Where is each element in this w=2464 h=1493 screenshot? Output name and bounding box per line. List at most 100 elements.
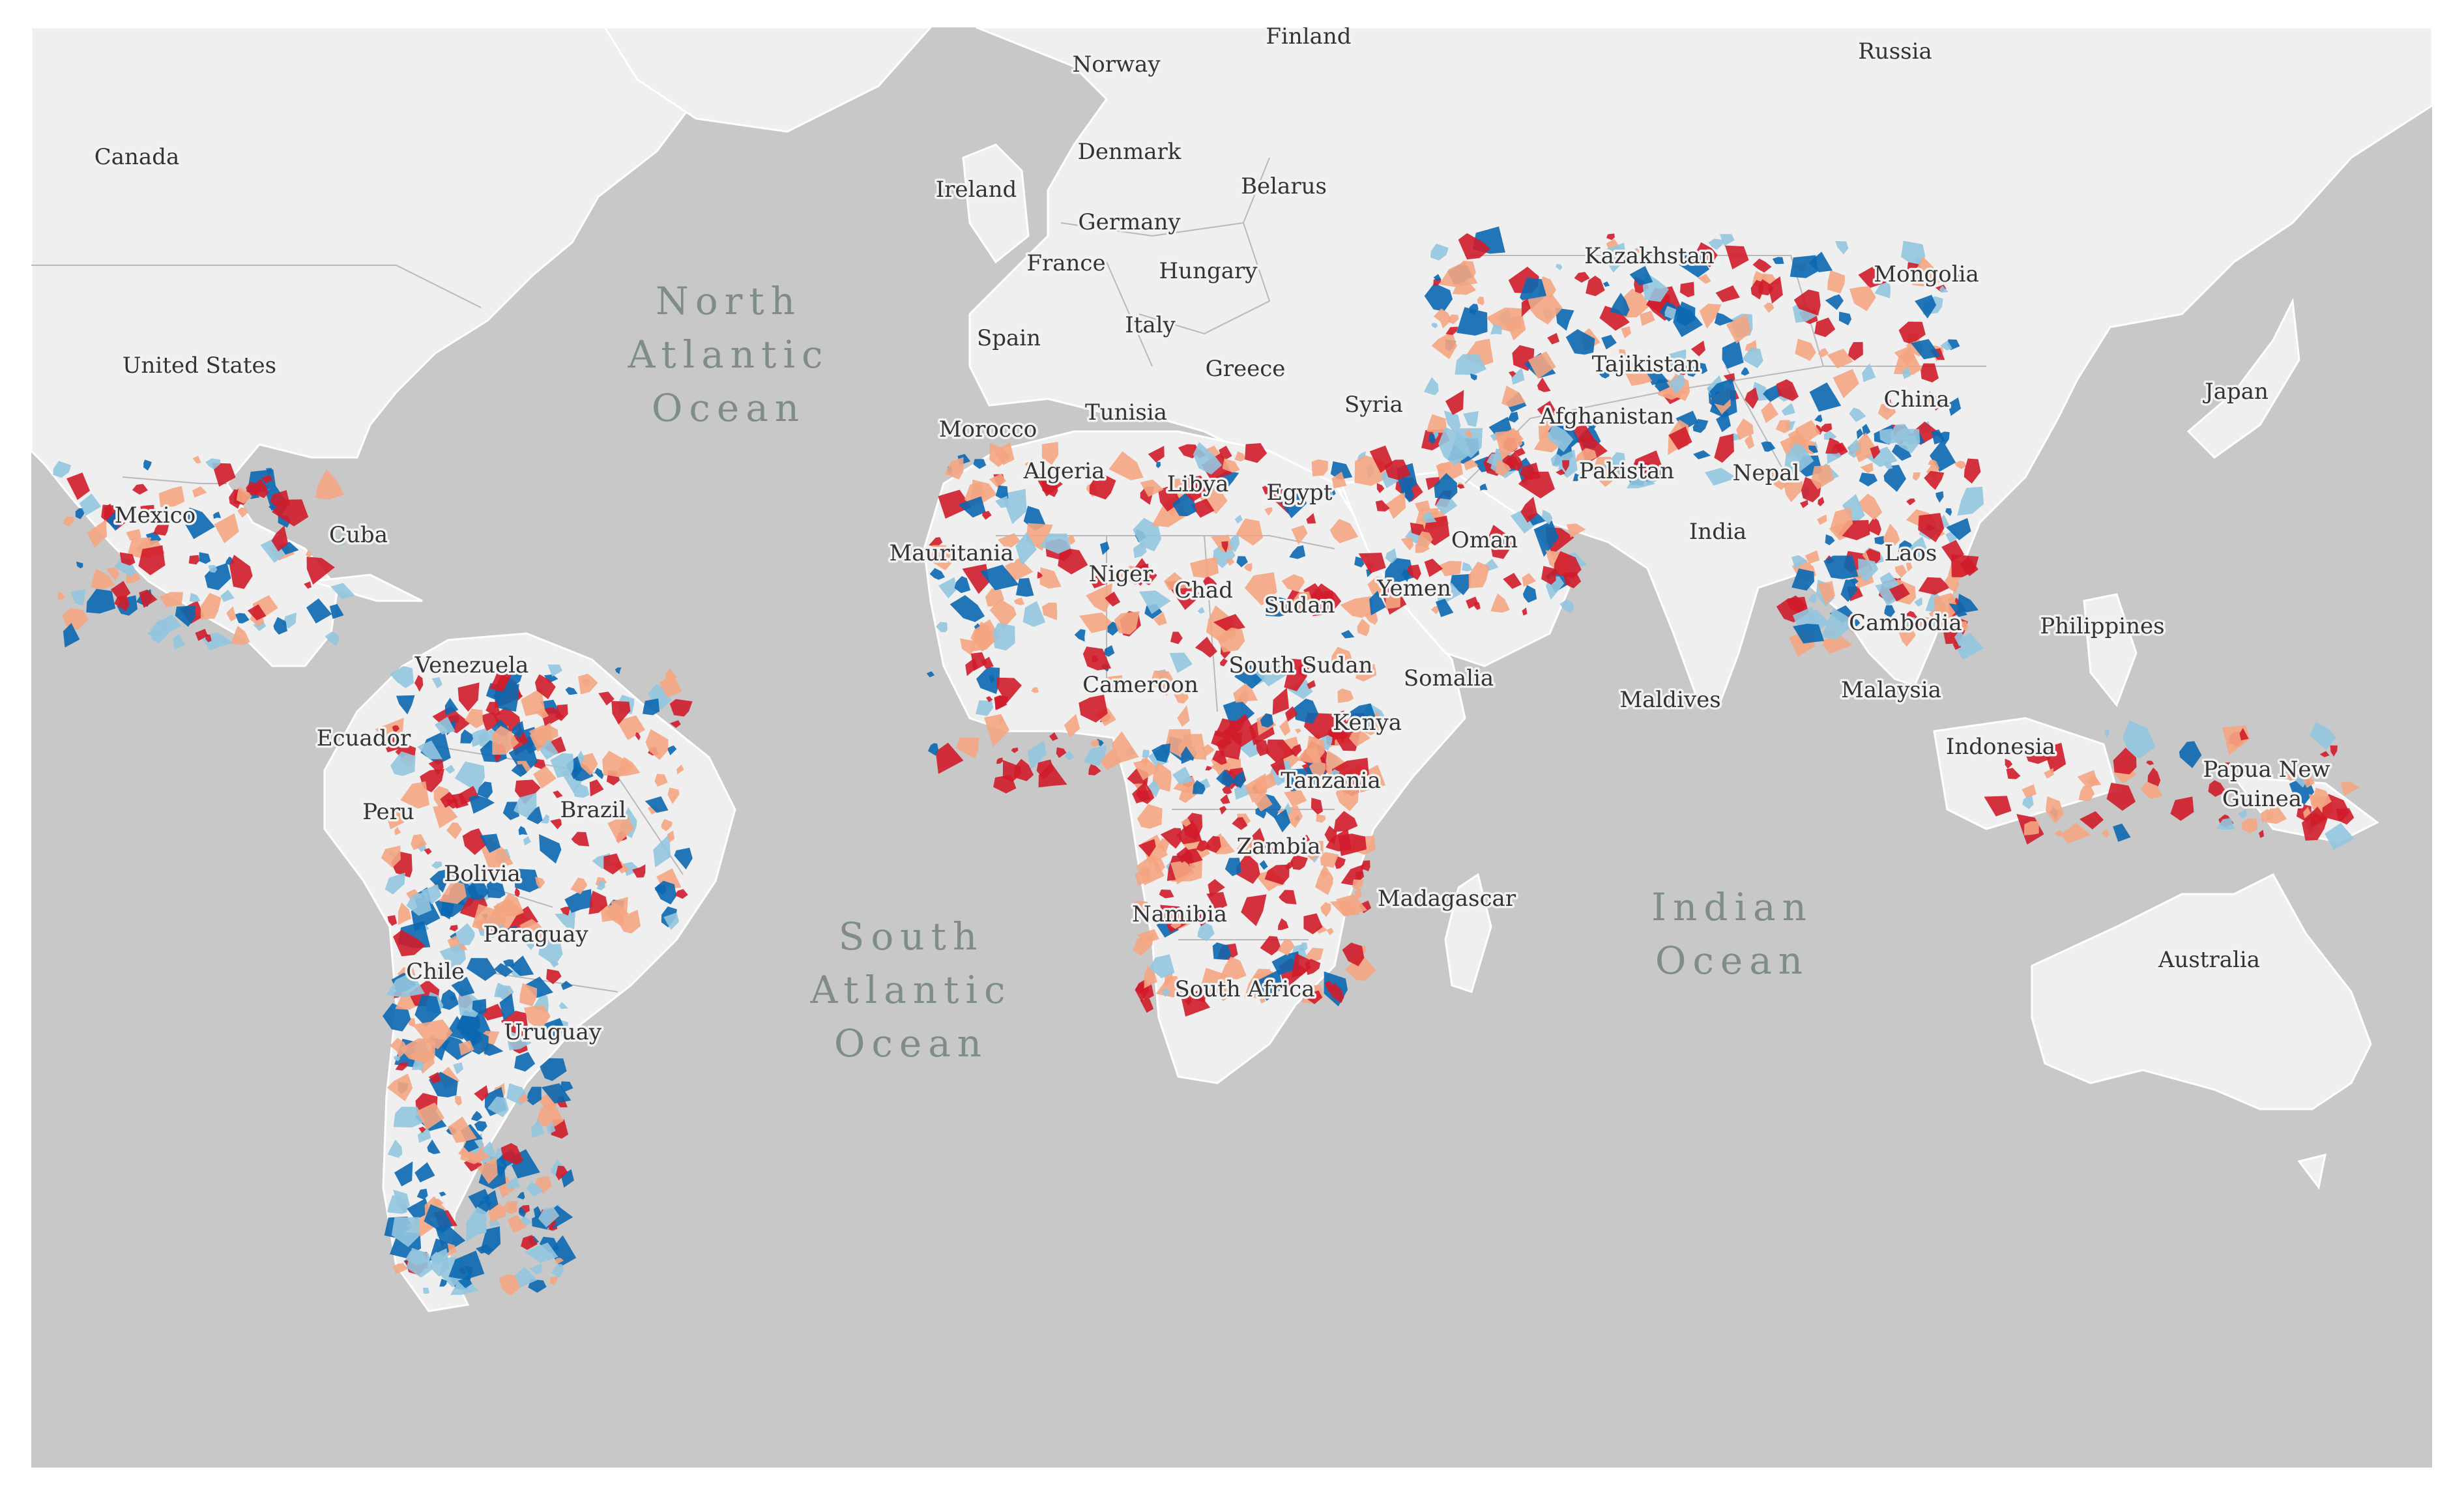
data-patch xyxy=(973,459,987,469)
data-patch xyxy=(976,700,994,716)
data-patch xyxy=(1132,563,1149,586)
data-patch xyxy=(237,507,248,518)
data-patch xyxy=(519,983,538,1007)
data-patch xyxy=(2006,768,2021,779)
data-patch xyxy=(1817,581,1835,605)
ocean-label-north-atlantic-line-2: Atlantic xyxy=(628,332,830,377)
data-patch xyxy=(535,708,549,719)
data-patch xyxy=(474,1121,487,1132)
data-patch xyxy=(1153,612,1167,626)
data-patch xyxy=(1830,507,1853,538)
data-patch xyxy=(2170,796,2194,821)
data-patch xyxy=(929,537,943,547)
map-canvas[interactable]: North Atlantic Ocean South Atlantic Ocean Indi… xyxy=(31,27,2432,1468)
label-tunisia: Tunisia xyxy=(1085,399,1167,426)
data-patch xyxy=(996,757,1004,764)
label-sudan: Sudan xyxy=(1264,592,1335,618)
data-patch xyxy=(2080,811,2104,830)
data-patch xyxy=(53,461,72,478)
data-patch xyxy=(1160,828,1182,849)
data-patch xyxy=(960,638,975,656)
data-patch xyxy=(1067,534,1075,545)
data-patch xyxy=(1265,595,1291,617)
data-patch xyxy=(1109,451,1144,480)
data-patch xyxy=(448,1251,485,1280)
data-patch xyxy=(1266,739,1296,762)
data-patch xyxy=(431,862,442,869)
data-patch xyxy=(1350,703,1378,733)
data-patch xyxy=(1039,567,1062,589)
data-patch xyxy=(2319,751,2330,757)
data-patch xyxy=(1133,759,1160,781)
data-patch xyxy=(1719,234,1735,246)
ocean-labels: North Atlantic Ocean South Atlantic Ocean Indi… xyxy=(628,279,1806,1065)
data-patch xyxy=(76,561,83,569)
data-patch xyxy=(669,720,681,728)
data-patch xyxy=(1599,370,1610,379)
world-map[interactable]: North Atlantic Ocean South Atlantic Ocean Indi… xyxy=(31,27,2432,1468)
data-patch xyxy=(1957,486,1984,516)
data-patch xyxy=(1138,839,1156,857)
data-patch xyxy=(1424,558,1443,577)
data-patch xyxy=(578,673,598,695)
label-paraguay: Paraguay xyxy=(483,921,588,948)
data-patch xyxy=(1464,459,1479,471)
data-patch xyxy=(1708,239,1723,250)
data-patch xyxy=(1894,564,1907,578)
data-patch xyxy=(61,608,89,630)
data-patch xyxy=(1705,467,1737,486)
data-patch xyxy=(1842,494,1865,525)
data-patch xyxy=(1457,484,1465,489)
data-patch xyxy=(1315,863,1333,895)
data-patch xyxy=(487,880,506,899)
data-patch xyxy=(540,1058,567,1081)
data-patch xyxy=(1290,854,1308,870)
data-patch xyxy=(1495,430,1523,460)
data-patch xyxy=(1906,561,1913,572)
data-patch xyxy=(1793,624,1825,644)
data-patch xyxy=(1234,451,1246,462)
data-patch xyxy=(1112,731,1139,764)
data-patch xyxy=(1915,295,1937,319)
data-patch xyxy=(1197,921,1215,942)
data-patch xyxy=(175,605,196,627)
data-patch xyxy=(433,969,441,976)
data-patch xyxy=(1149,954,1175,979)
label-south-africa: South Africa xyxy=(1174,976,1314,1002)
data-patch xyxy=(428,760,444,775)
data-patch xyxy=(1334,856,1346,869)
data-patch xyxy=(1083,745,1107,766)
label-france: France xyxy=(1026,250,1105,276)
data-patch xyxy=(1852,432,1879,463)
data-patch xyxy=(1629,266,1653,286)
data-patch xyxy=(1140,998,1154,1013)
data-patch xyxy=(1079,612,1117,633)
data-patch xyxy=(494,982,510,998)
data-patch xyxy=(1264,864,1290,885)
data-patch xyxy=(1522,295,1563,325)
data-patch xyxy=(508,740,538,775)
data-patch xyxy=(2146,761,2154,766)
data-patch xyxy=(1329,982,1344,1004)
data-patch xyxy=(381,845,401,868)
data-patch xyxy=(114,595,130,611)
data-patch xyxy=(1918,577,1950,595)
data-patch xyxy=(540,738,558,760)
data-patch xyxy=(406,891,432,916)
label-bolivia: Bolivia xyxy=(444,861,521,887)
data-patch xyxy=(2113,823,2131,842)
label-chile: Chile xyxy=(406,959,465,985)
data-patch xyxy=(1690,340,1705,356)
data-patch xyxy=(304,581,312,589)
label-venezuela: Venezuela xyxy=(414,652,529,678)
data-patch xyxy=(126,529,141,541)
data-patch xyxy=(1422,511,1437,523)
data-patch xyxy=(414,994,442,1027)
data-patch xyxy=(1685,366,1698,377)
data-patch xyxy=(1466,596,1479,609)
data-patch xyxy=(1236,518,1263,546)
data-patch xyxy=(501,1011,528,1037)
label-brazil: Brazil xyxy=(560,797,626,823)
data-patch xyxy=(387,1195,407,1214)
data-patch xyxy=(667,787,680,804)
